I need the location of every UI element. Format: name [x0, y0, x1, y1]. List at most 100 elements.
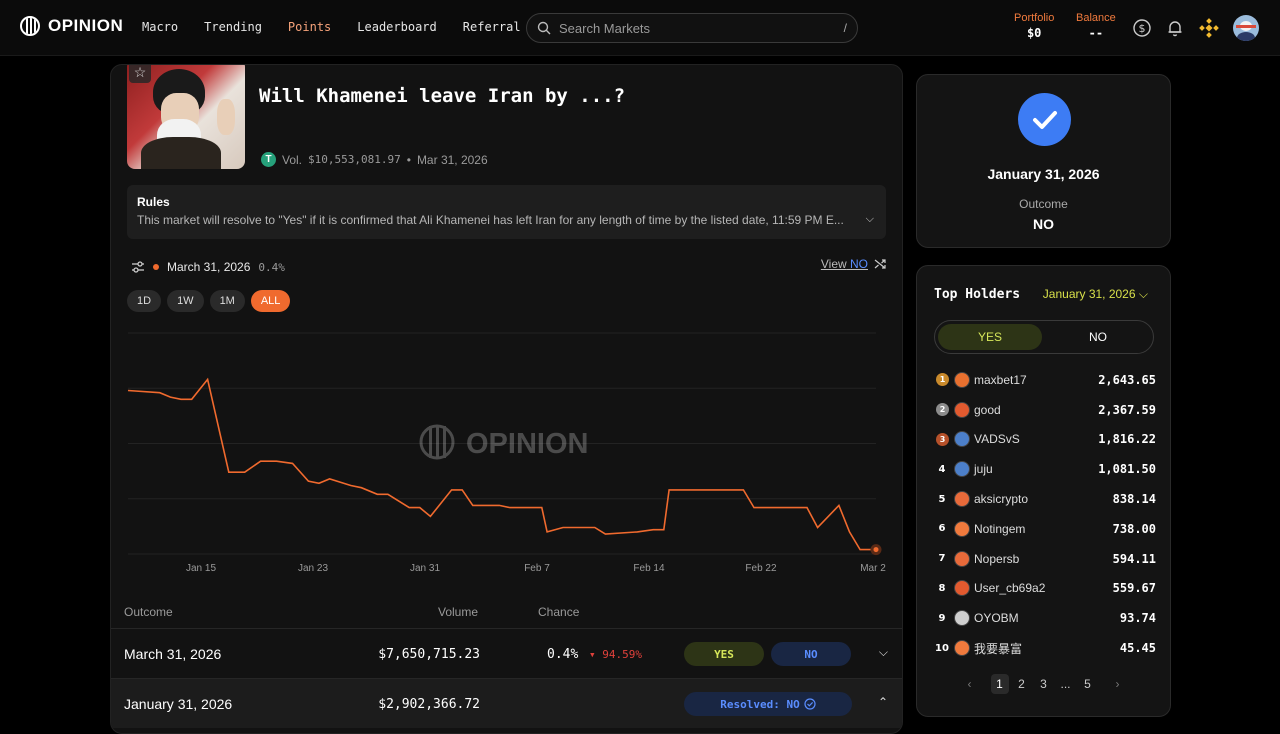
- holders-date-dropdown[interactable]: January 31, 2026 ⌵: [1043, 287, 1148, 302]
- swap-icon[interactable]: [874, 258, 886, 270]
- holder-name: OYOBM: [974, 611, 1019, 626]
- logo[interactable]: OPINION: [20, 16, 123, 36]
- holder-name: User_cb69a2: [974, 581, 1046, 596]
- range-1m[interactable]: 1M: [209, 290, 245, 312]
- price-chart[interactable]: OPINION Jan 15 Jan 23 Jan 31 Feb 7 Feb 14 Feb…: [111, 325, 903, 587]
- balance[interactable]: Balance --: [1076, 12, 1116, 40]
- holder-avatar: [954, 610, 970, 627]
- svg-text:$: $: [1139, 22, 1146, 35]
- holder-avatar: [954, 401, 970, 418]
- holder-rank: 6: [938, 523, 946, 535]
- range-all[interactable]: ALL: [250, 290, 291, 312]
- page-ellipsis: ...: [1060, 677, 1071, 691]
- meta-separator: •: [406, 152, 411, 167]
- holder-avatar: [954, 371, 970, 388]
- holder-rank: 4: [938, 463, 946, 475]
- chevron-up-icon[interactable]: ⌃: [877, 695, 888, 709]
- holder-row[interactable]: 5 aksicrypto 838.14: [934, 484, 1156, 514]
- next-page-icon[interactable]: ›: [1115, 677, 1120, 691]
- range-1w[interactable]: 1W: [167, 290, 204, 312]
- buy-no-button[interactable]: NO: [771, 642, 851, 666]
- page-2[interactable]: 2: [1018, 677, 1025, 691]
- check-icon: [1018, 93, 1071, 146]
- settings-sliders-icon[interactable]: [131, 261, 145, 273]
- search-shortcut: /: [843, 21, 847, 35]
- bnb-chain-icon[interactable]: [1199, 18, 1219, 38]
- holder-amount: 559.67: [1112, 581, 1156, 596]
- tab-yes[interactable]: YES: [938, 324, 1042, 350]
- prev-page-icon[interactable]: ‹: [967, 677, 972, 691]
- nav-item-macro[interactable]: Macro: [142, 20, 179, 34]
- resolved-label: Resolved: NO: [720, 697, 800, 711]
- holder-amount: 1,081.50: [1098, 462, 1156, 477]
- balance-value: --: [1088, 26, 1104, 40]
- volume-label: Vol.: [282, 152, 303, 167]
- favorite-star-icon[interactable]: ☆: [129, 65, 151, 83]
- holder-amount: 838.14: [1112, 492, 1156, 507]
- logo-icon: [20, 16, 40, 36]
- bell-icon[interactable]: [1165, 18, 1185, 38]
- nav-item-points[interactable]: Points: [287, 20, 332, 34]
- search-bar[interactable]: /: [526, 13, 858, 43]
- holder-rank: 8: [938, 582, 946, 594]
- portfolio-value: $0: [1026, 26, 1042, 40]
- outcome-change: ▾ 94.59%: [589, 648, 642, 661]
- holder-row[interactable]: 4 juju 1,081.50: [934, 454, 1156, 484]
- brand-name: OPINION: [48, 16, 124, 35]
- outcome-date: March 31, 2026: [124, 646, 222, 662]
- holder-row[interactable]: 3 VADSvS 1,816.22: [934, 425, 1156, 455]
- holder-row[interactable]: 10 我要暴富 45.45: [934, 633, 1156, 663]
- outcome-volume: $7,650,715.23: [378, 647, 480, 662]
- resolved-badge: Resolved: NO: [684, 692, 852, 716]
- holder-amount: 2,643.65: [1098, 372, 1156, 387]
- col-outcome: Outcome: [124, 605, 173, 619]
- outcome-chance: 0.4%: [547, 647, 579, 662]
- buy-yes-button[interactable]: YES: [684, 642, 764, 666]
- search-input[interactable]: [559, 20, 838, 36]
- chevron-down-icon[interactable]: ⌵: [878, 645, 888, 659]
- portfolio[interactable]: Portfolio $0: [1014, 12, 1054, 40]
- outcome-row[interactable]: January 31, 2026 $2,902,366.72 Resolved:…: [111, 678, 902, 728]
- range-1d[interactable]: 1D: [127, 290, 162, 312]
- page-1[interactable]: 1: [990, 674, 1009, 694]
- tab-no[interactable]: NO: [1089, 330, 1107, 344]
- series-endpoint: [870, 544, 882, 556]
- main-nav: Macro Trending Points Leaderboard Referr…: [142, 20, 521, 34]
- user-avatar[interactable]: [1233, 15, 1259, 41]
- holder-row[interactable]: 1 maxbet17 2,643.65: [934, 365, 1156, 395]
- holder-avatar: [954, 461, 970, 478]
- x-tick-label: Feb 7: [524, 563, 550, 574]
- outcome-row[interactable]: March 31, 2026 $7,650,715.23 0.4% ▾ 94.5…: [111, 628, 902, 678]
- holder-rank: 9: [938, 612, 946, 624]
- nav-item-trending[interactable]: Trending: [204, 20, 262, 34]
- holder-row[interactable]: 6 Notingem 738.00: [934, 514, 1156, 544]
- yes-no-toggle: YES NO: [934, 320, 1154, 354]
- chart-legend: March 31, 2026 0.4%: [131, 260, 285, 274]
- nav-item-referral[interactable]: Referral: [462, 20, 521, 34]
- top-holders-title: Top Holders: [934, 287, 1021, 302]
- series-pct: 0.4%: [258, 260, 285, 274]
- holder-row[interactable]: 9 OYOBM 93.74: [934, 603, 1156, 633]
- rules-box[interactable]: Rules This market will resolve to "Yes" …: [127, 185, 886, 239]
- rules-heading: Rules: [137, 195, 170, 209]
- holder-row[interactable]: 2 good 2,367.59: [934, 395, 1156, 425]
- chevron-down-icon[interactable]: ⌵: [865, 213, 874, 225]
- holder-row[interactable]: 7 Nopersb 594.11: [934, 544, 1156, 574]
- page-5[interactable]: 5: [1084, 677, 1091, 691]
- holder-name: aksicrypto: [974, 492, 1029, 507]
- holder-amount: 738.00: [1112, 521, 1156, 536]
- holder-name: VADSvS: [974, 432, 1020, 447]
- watermark-text: OPINION: [466, 428, 588, 460]
- holder-row[interactable]: 8 User_cb69a2 559.67: [934, 574, 1156, 604]
- dollar-icon[interactable]: $: [1132, 18, 1152, 38]
- x-tick-label: Feb 22: [745, 563, 777, 574]
- view-no-toggle[interactable]: View NO: [821, 257, 886, 271]
- view-no-label: NO: [850, 257, 868, 271]
- holder-name: good: [974, 402, 1001, 417]
- holder-amount: 45.45: [1119, 641, 1156, 656]
- market-panel: ☆ Will Khamenei leave Iran by ...? T Vol…: [110, 64, 903, 734]
- nav-item-leaderboard[interactable]: Leaderboard: [357, 20, 437, 34]
- holder-avatar: [954, 550, 970, 567]
- page-3[interactable]: 3: [1040, 677, 1047, 691]
- holder-name: maxbet17: [974, 372, 1027, 387]
